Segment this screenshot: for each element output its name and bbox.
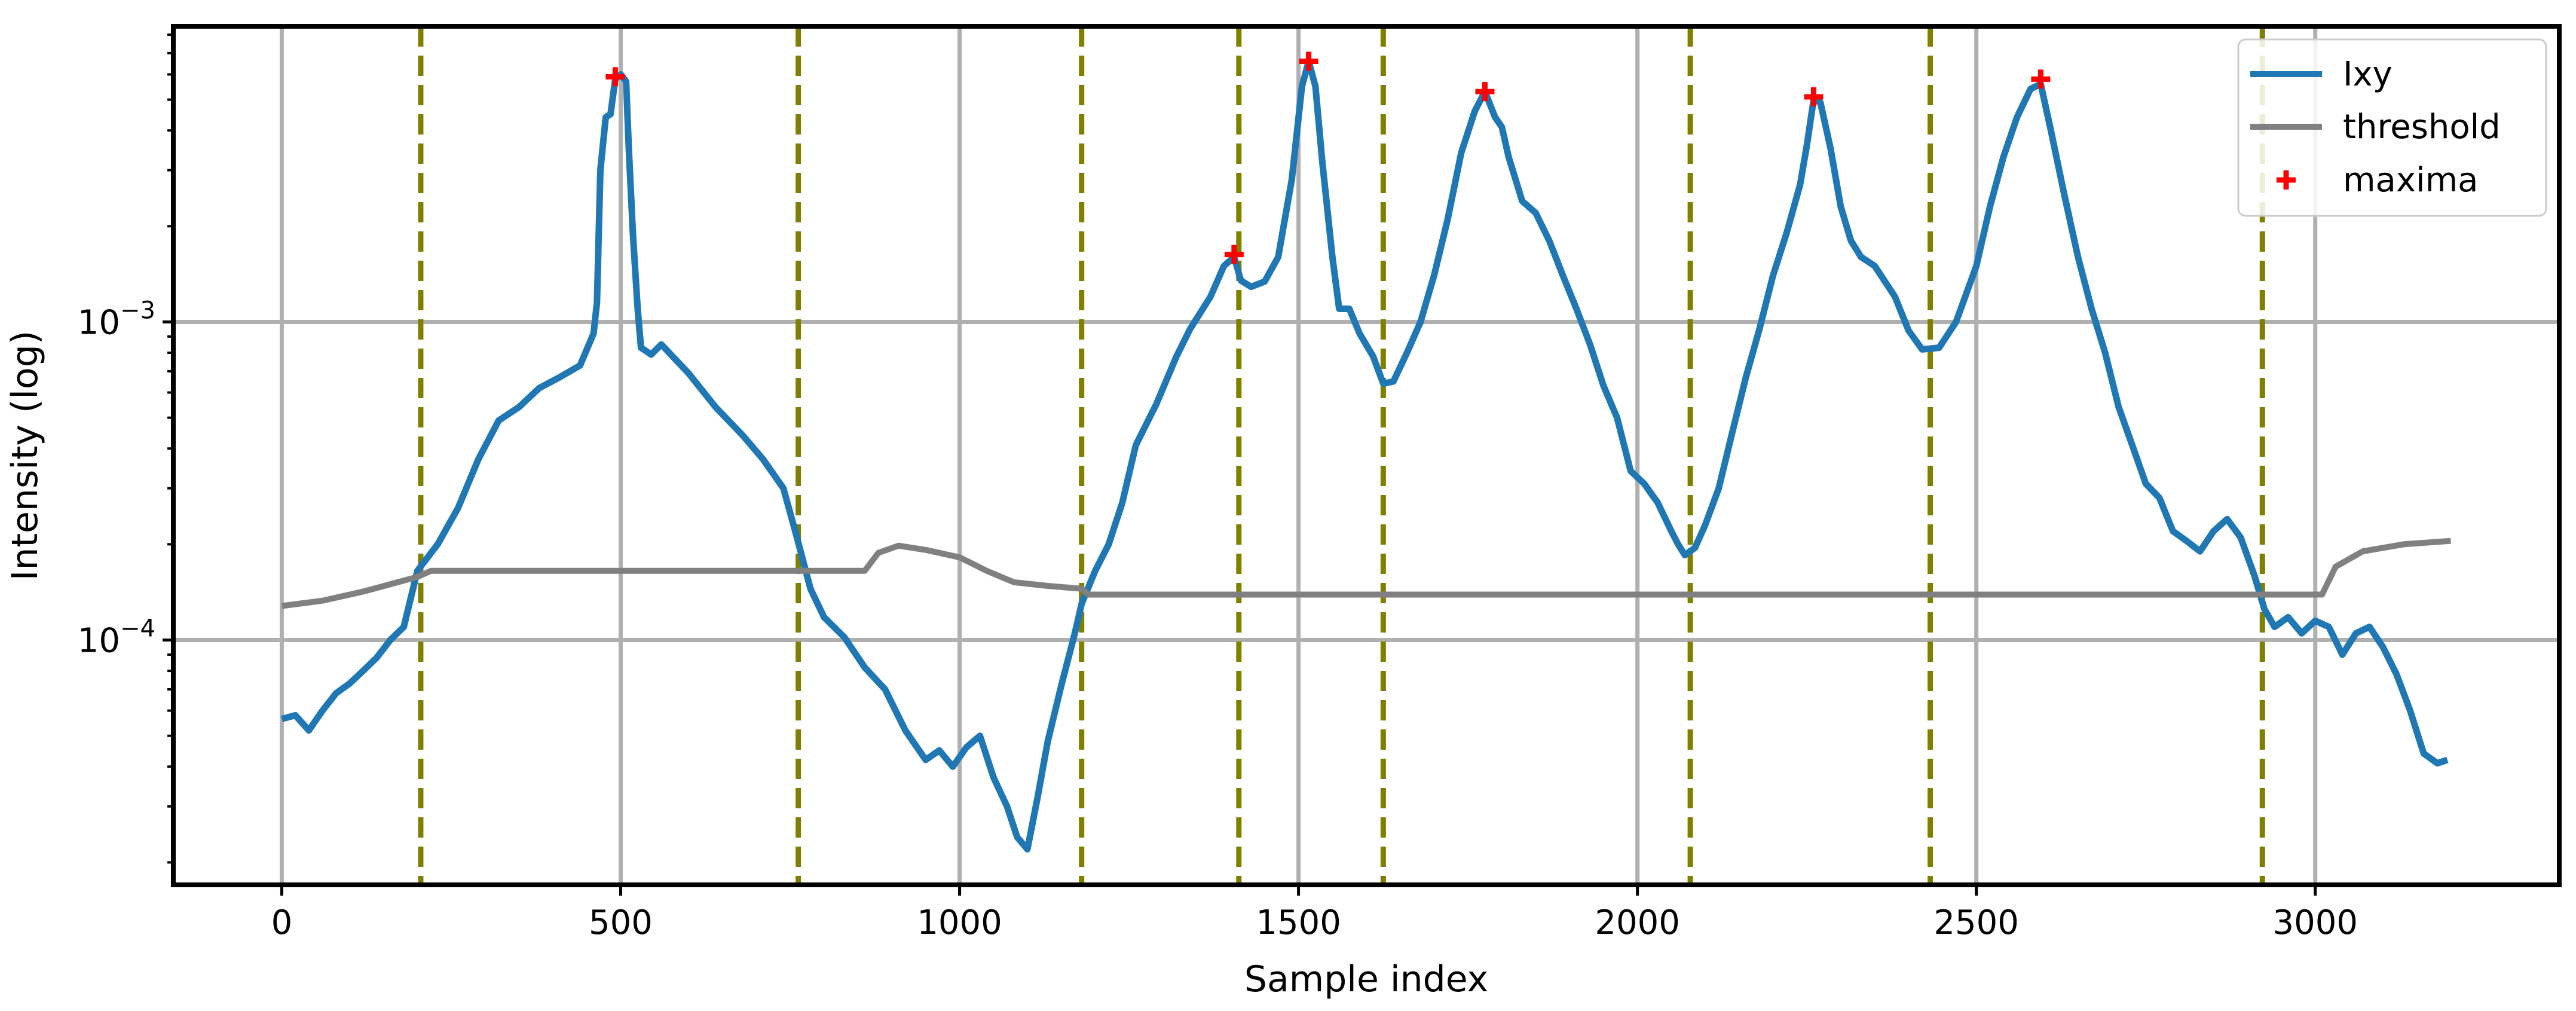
maxima-marker <box>1299 51 1318 71</box>
maxima-marker <box>2031 69 2051 89</box>
y-axis-ticks: 10−410−3 <box>78 33 173 864</box>
x-tick-label: 1500 <box>1256 903 1341 942</box>
x-tick-label: 2000 <box>1595 903 1680 942</box>
legend-label-threshold: threshold <box>2343 108 2501 146</box>
x-tick-label: 500 <box>589 903 653 942</box>
legend-label-ixy: Ixy <box>2343 55 2393 94</box>
legend-box <box>2237 38 2547 217</box>
y-tick-label-exponent: −4 <box>120 615 155 643</box>
maxima-group <box>605 51 2051 264</box>
x-axis-ticks: 0 500 1000 1500 2000 2500 3000 <box>271 885 2358 942</box>
legend: Ixy threshold maxima <box>2237 38 2547 217</box>
maxima-marker <box>605 67 625 87</box>
y-tick-label: 10−3 <box>78 297 155 343</box>
series-line-ixy <box>281 58 2449 853</box>
y-axis-label: Intensity (log) <box>4 331 46 581</box>
x-tick-label: 1000 <box>917 903 1002 942</box>
maxima-marker <box>1224 245 1244 264</box>
legend-swatch-maxima <box>2277 170 2296 190</box>
y-tick-label: 10−4 <box>78 615 155 661</box>
series-line-threshold <box>281 537 2451 609</box>
plot-frame <box>171 24 2562 887</box>
y-tick-label-base: 10 <box>78 304 120 343</box>
series-group <box>281 58 2451 853</box>
legend-label-maxima: maxima <box>2343 161 2478 200</box>
x-tick-label: 2500 <box>1933 903 2019 942</box>
y-tick-label-base: 10 <box>78 622 120 661</box>
x-tick-label: 0 <box>271 903 293 942</box>
legend-maxima-marker <box>2277 170 2296 190</box>
x-tick-label: 3000 <box>2272 903 2358 942</box>
y-tick-label-exponent: −3 <box>120 297 155 325</box>
maxima-marker <box>1804 87 1824 107</box>
maxima-marker <box>1475 82 1495 102</box>
vertical-markers <box>418 26 2265 885</box>
x-axis-label: Sample index <box>1244 958 1488 1000</box>
